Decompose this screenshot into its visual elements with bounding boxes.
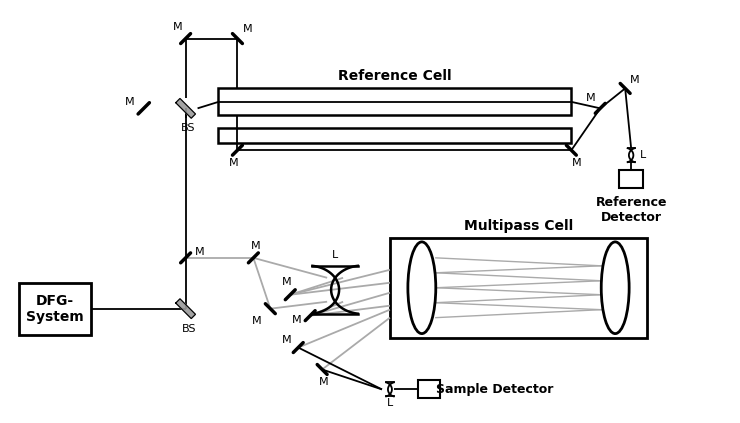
Text: Sample Detector: Sample Detector <box>436 383 554 396</box>
Text: M: M <box>173 22 183 32</box>
Text: BS: BS <box>181 123 196 133</box>
Text: M: M <box>281 335 291 345</box>
Text: L: L <box>640 150 646 160</box>
Text: L: L <box>387 398 393 408</box>
Text: M: M <box>320 377 329 387</box>
Text: M: M <box>630 75 640 85</box>
Text: Reference Cell: Reference Cell <box>338 69 451 83</box>
Text: M: M <box>252 316 261 326</box>
Bar <box>619 170 643 188</box>
Text: M: M <box>571 158 581 168</box>
Text: M: M <box>243 24 252 33</box>
Text: M: M <box>251 241 260 251</box>
Text: Multipass Cell: Multipass Cell <box>464 219 574 233</box>
Bar <box>19 283 91 335</box>
Text: Reference
Detector: Reference Detector <box>596 196 667 224</box>
Text: M: M <box>585 93 595 103</box>
Text: DFG-
System: DFG- System <box>26 294 84 324</box>
Polygon shape <box>175 299 195 319</box>
Text: M: M <box>281 277 291 287</box>
Bar <box>218 88 571 115</box>
Bar <box>218 128 571 143</box>
Text: BS: BS <box>182 324 197 334</box>
Text: M: M <box>195 247 204 257</box>
Text: M: M <box>125 97 135 107</box>
Bar <box>418 380 440 398</box>
Text: M: M <box>292 315 301 324</box>
Polygon shape <box>175 99 195 118</box>
Text: L: L <box>332 250 338 260</box>
Text: M: M <box>229 158 238 168</box>
Bar <box>390 238 647 338</box>
